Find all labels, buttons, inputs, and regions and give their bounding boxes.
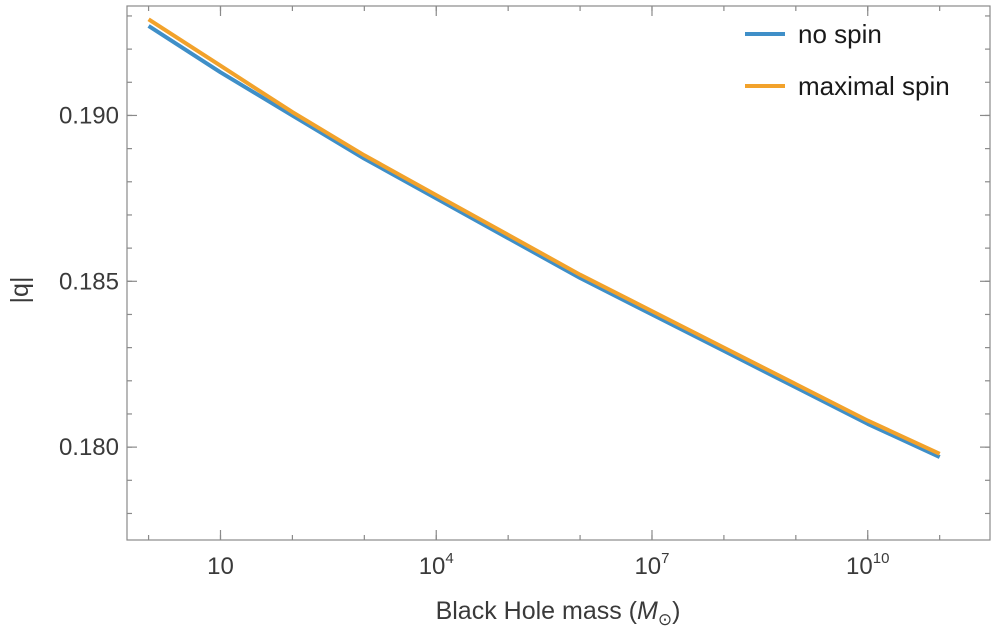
y-tick-label: 0.185 <box>59 268 119 295</box>
series-lines <box>147 17 941 459</box>
x-tick-label: 104 <box>419 550 454 580</box>
tick-labels: 0.180 0.185 0.190 10 104 107 1010 <box>59 102 889 580</box>
legend-label-no-spin: no spin <box>798 19 882 49</box>
x-axis-title-close: ) <box>672 597 680 625</box>
legend-label-maximal-spin: maximal spin <box>798 71 950 101</box>
y-tick-label: 0.180 <box>59 434 119 461</box>
x-tick-label: 1010 <box>846 550 889 580</box>
ticks <box>127 6 990 540</box>
series-line-maximal-spin <box>147 17 941 456</box>
x-tick-label: 10 <box>207 553 234 580</box>
x-tick-label: 107 <box>634 550 669 580</box>
y-tick-label: 0.190 <box>59 102 119 129</box>
legend: no spin maximal spin <box>745 19 950 101</box>
series-line-no-spin <box>147 24 941 459</box>
x-axis-title-symbol: M <box>637 597 658 625</box>
y-axis-title: |q| <box>6 277 34 304</box>
x-axis-title: Black Hole mass (M⊙) <box>436 597 681 629</box>
x-axis-title-text: Black Hole mass ( <box>436 597 638 625</box>
x-axis-title-subscript: ⊙ <box>658 610 672 629</box>
plot-frame <box>126 5 991 541</box>
